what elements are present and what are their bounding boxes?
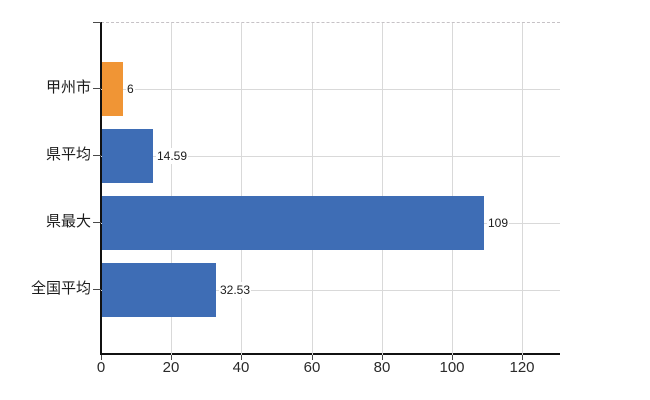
- category-gridline: [101, 156, 560, 157]
- x-gridline: [312, 23, 313, 355]
- bar-value-label: 14.59: [156, 148, 189, 164]
- bar-value-label: 109: [487, 215, 510, 231]
- x-tick-mark: [101, 355, 102, 360]
- x-tick-mark: [452, 355, 453, 360]
- x-tick-label: 20: [162, 359, 180, 376]
- y-axis-end-tick: [93, 22, 101, 23]
- x-gridline: [522, 23, 523, 355]
- y-tick-mark: [93, 88, 101, 89]
- y-tick-mark: [93, 155, 101, 156]
- plot-area: 6 14.59 109 32.53: [101, 22, 560, 355]
- bar: [102, 129, 153, 183]
- x-tick-label: 0: [96, 359, 106, 376]
- category-gridline: [101, 290, 560, 291]
- y-tick-mark: [93, 289, 101, 290]
- x-tick-label: 100: [439, 359, 465, 376]
- y-axis-line: [100, 22, 102, 355]
- bar: [102, 263, 216, 317]
- x-tick-label: 40: [232, 359, 250, 376]
- bar: [102, 196, 484, 250]
- x-gridline: [171, 23, 172, 355]
- x-tick-label: 80: [373, 359, 391, 376]
- category-label: 県平均: [45, 146, 91, 163]
- category-label: 県最大: [45, 213, 91, 230]
- y-tick-mark: [93, 222, 101, 223]
- x-tick-mark: [312, 355, 313, 360]
- bar-value-label: 6: [126, 81, 135, 97]
- x-tick-mark: [171, 355, 172, 360]
- bar-value-label: 32.53: [219, 282, 252, 298]
- x-tick-label: 60: [303, 359, 321, 376]
- x-gridline: [382, 23, 383, 355]
- category-label: 全国平均: [30, 280, 91, 297]
- category-label: 甲州市: [45, 79, 91, 96]
- x-axis-line: [100, 353, 560, 355]
- bar: [102, 62, 123, 116]
- x-tick-label: 120: [509, 359, 535, 376]
- x-tick-mark: [241, 355, 242, 360]
- x-tick-mark: [522, 355, 523, 360]
- x-tick-mark: [382, 355, 383, 360]
- x-gridline: [241, 23, 242, 355]
- category-gridline: [101, 89, 560, 90]
- x-gridline: [452, 23, 453, 355]
